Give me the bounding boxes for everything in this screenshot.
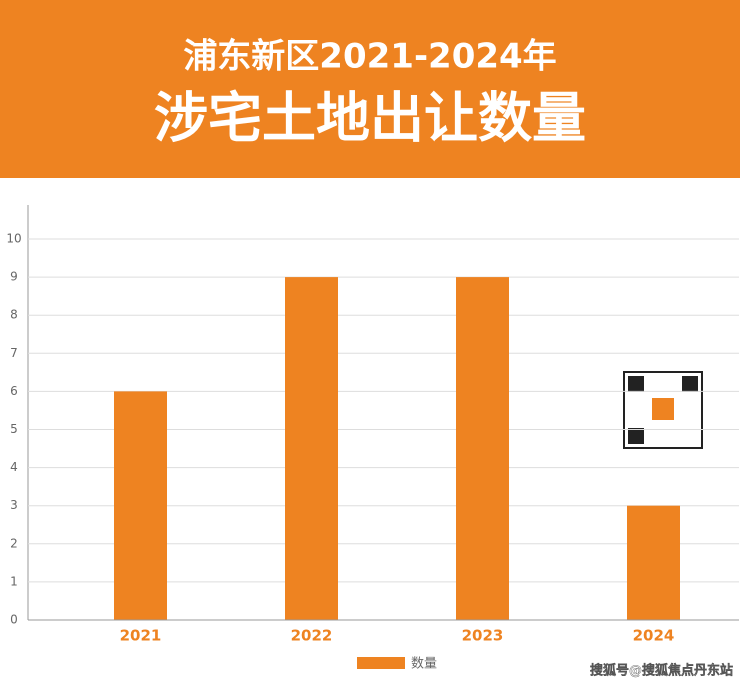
y-tick-label: 10 bbox=[6, 232, 21, 246]
y-tick-label: 0 bbox=[10, 613, 18, 627]
watermark: 搜狐号@搜狐焦点丹东站 bbox=[590, 663, 733, 679]
y-tick-label: 5 bbox=[10, 422, 18, 436]
y-tick-label: 7 bbox=[10, 346, 18, 360]
y-tick-label: 1 bbox=[10, 574, 18, 588]
x-tick-label: 2024 bbox=[633, 627, 675, 645]
x-tick-label: 2022 bbox=[291, 627, 333, 645]
qr-code bbox=[623, 371, 703, 449]
header-band bbox=[0, 0, 740, 178]
y-tick-label: 9 bbox=[10, 270, 18, 284]
chart-subtitle: 涉宅土地出让数量 bbox=[154, 87, 586, 150]
legend-swatch bbox=[357, 657, 405, 669]
y-tick-label: 4 bbox=[10, 460, 18, 474]
y-tick-label: 8 bbox=[10, 308, 18, 322]
y-tick-label: 6 bbox=[10, 384, 18, 398]
x-tick-label: 2021 bbox=[120, 627, 162, 645]
x-tick-label: 2023 bbox=[462, 627, 504, 645]
bar bbox=[285, 277, 338, 620]
y-tick-label: 2 bbox=[10, 536, 18, 550]
y-tick-label: 3 bbox=[10, 498, 18, 512]
chart-title: 浦东新区2021-2024年 bbox=[183, 37, 556, 77]
bar bbox=[456, 277, 509, 620]
legend-label: 数量 bbox=[411, 657, 437, 672]
bar bbox=[627, 505, 680, 620]
bar bbox=[114, 391, 167, 620]
